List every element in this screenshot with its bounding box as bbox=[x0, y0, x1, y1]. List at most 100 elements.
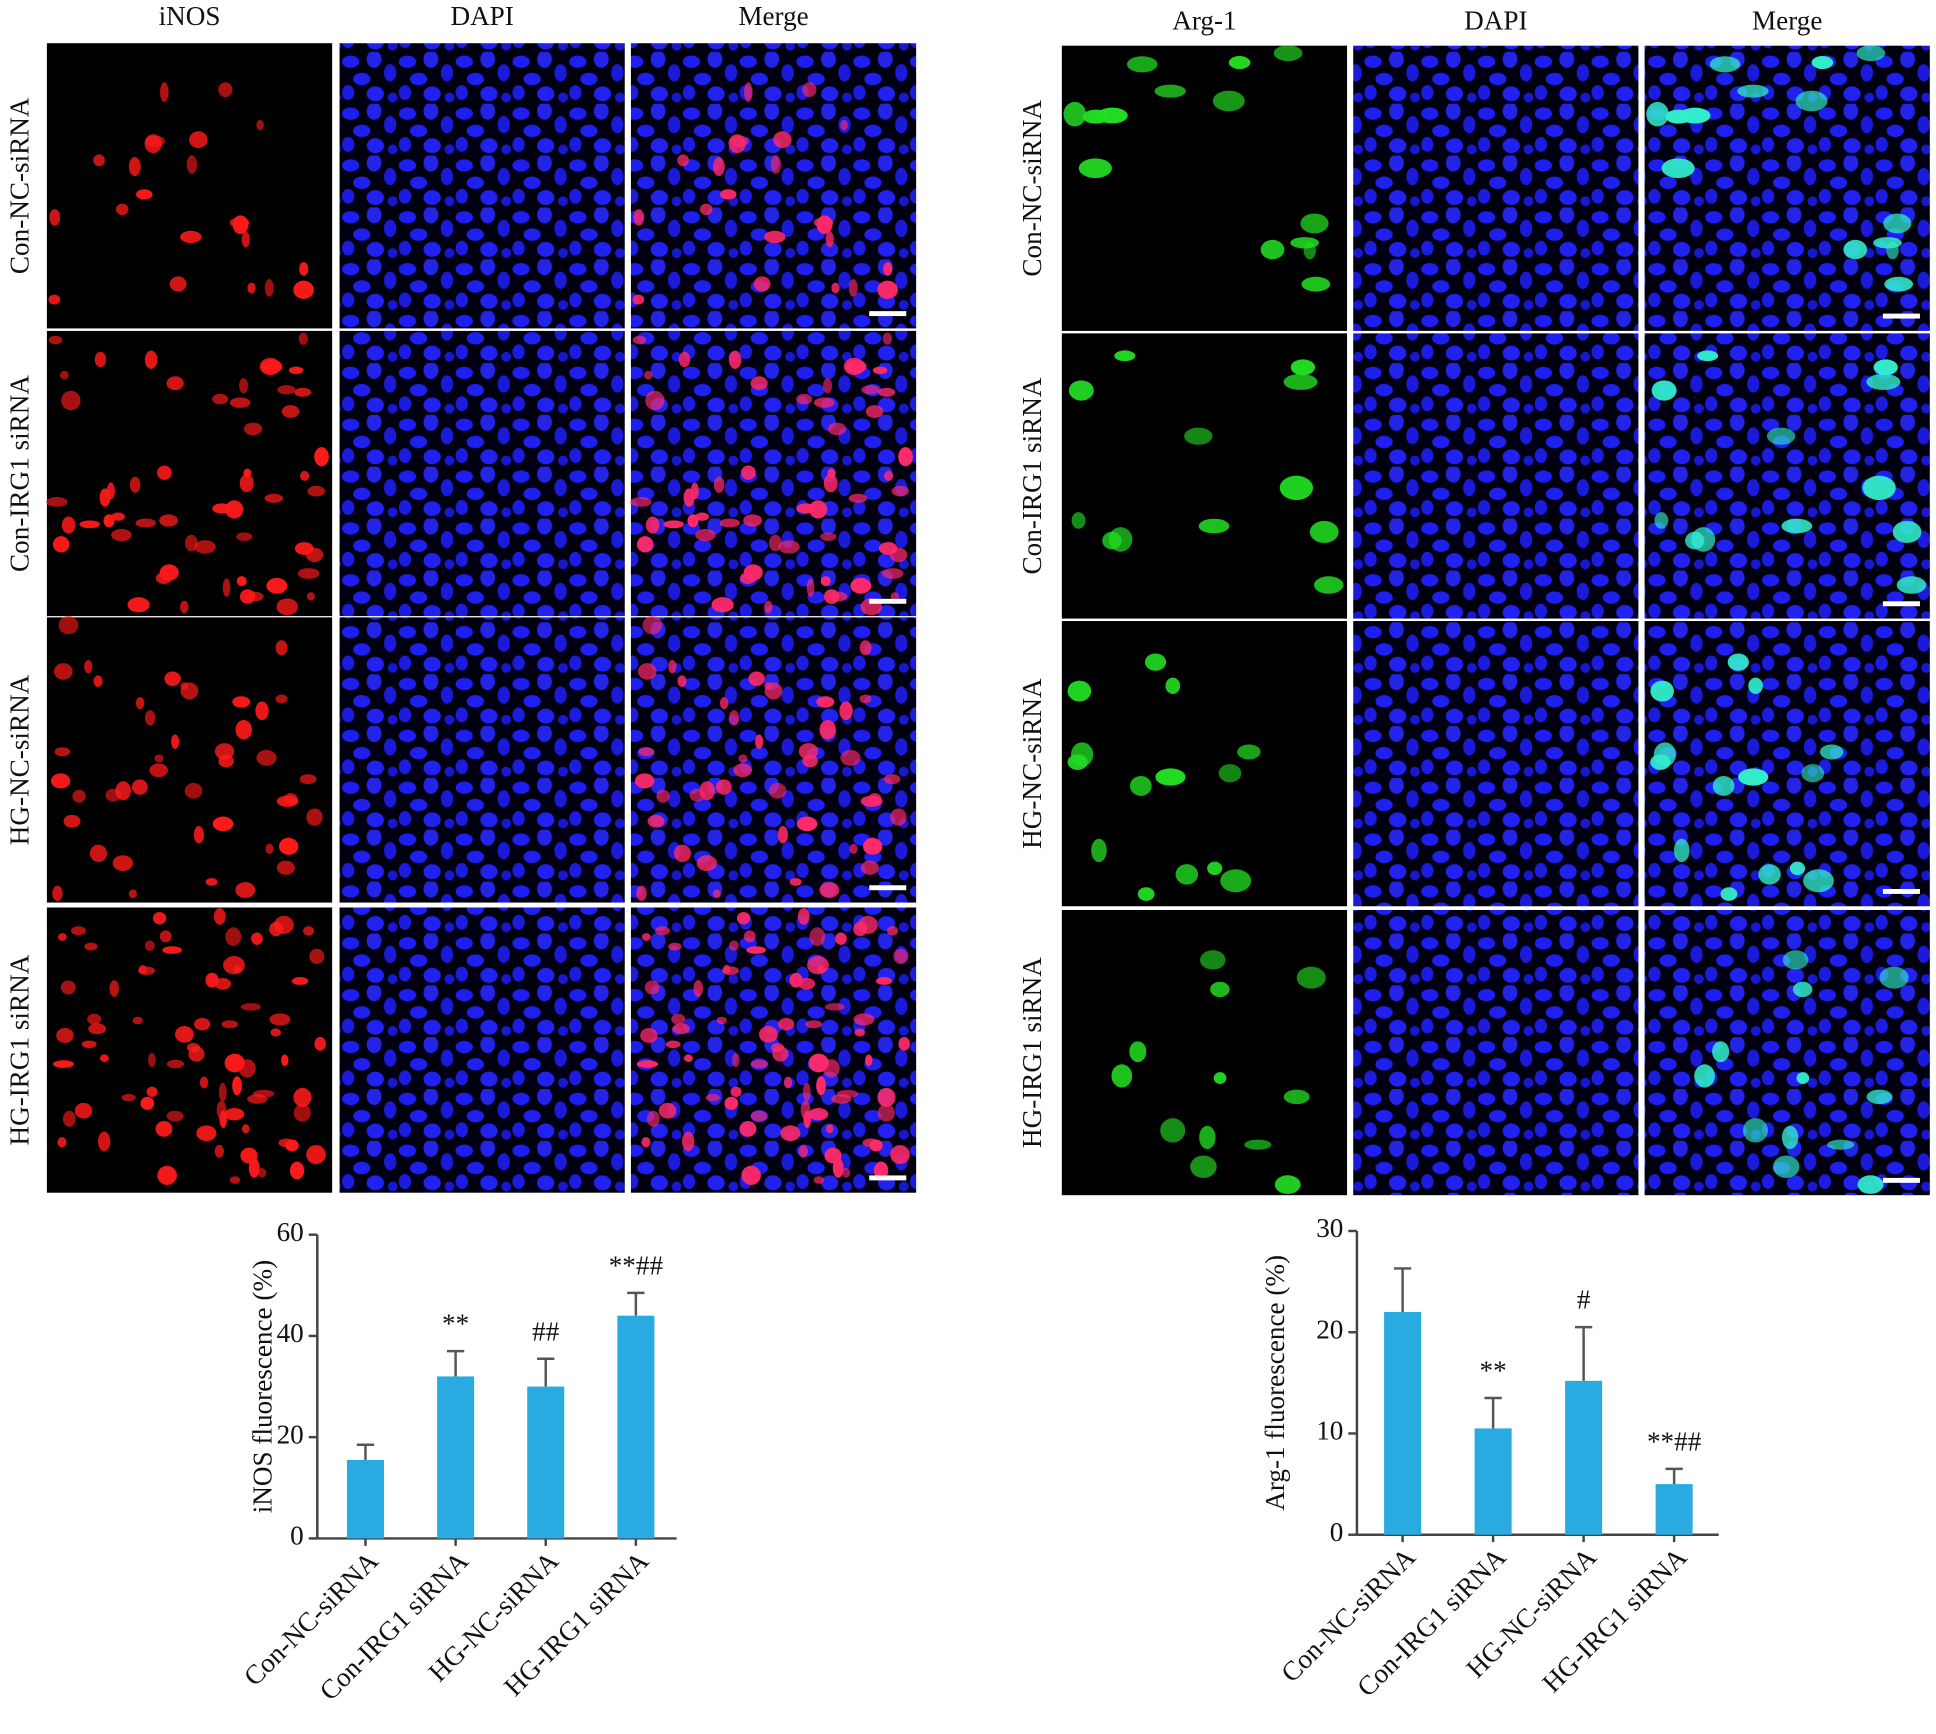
merge-spot bbox=[802, 82, 817, 97]
scale-bar bbox=[1882, 1177, 1920, 1183]
merge-spot bbox=[898, 1036, 910, 1051]
merge-spot bbox=[805, 1020, 823, 1029]
merge-spot bbox=[748, 671, 765, 687]
stain-spot bbox=[196, 1125, 217, 1142]
stain-spot bbox=[212, 393, 229, 405]
stain-spot bbox=[1207, 861, 1223, 876]
stain-spot bbox=[1296, 966, 1326, 989]
merge-spot bbox=[780, 1125, 801, 1142]
y-tick-label: 0 bbox=[290, 1521, 304, 1551]
merge-spot bbox=[877, 1087, 896, 1107]
stain-spot bbox=[1273, 45, 1303, 62]
stain-spot bbox=[205, 878, 218, 886]
merge-spot bbox=[713, 476, 725, 493]
merge-spot bbox=[839, 701, 853, 721]
stain-spot bbox=[306, 592, 315, 601]
merge-spot bbox=[1879, 966, 1909, 989]
stain-spot bbox=[111, 512, 125, 521]
merge-spot bbox=[789, 972, 803, 988]
merge-spot bbox=[711, 597, 734, 613]
stain-spot bbox=[1244, 1139, 1272, 1150]
merge-spot bbox=[796, 503, 816, 514]
stain-spot bbox=[1067, 680, 1092, 702]
merge-spot bbox=[808, 1107, 829, 1121]
stain-spot bbox=[257, 1167, 267, 1178]
merge-spot bbox=[887, 926, 899, 936]
stain-spot bbox=[189, 131, 208, 149]
merge-spot bbox=[768, 534, 782, 552]
stain-spot bbox=[152, 911, 167, 925]
stain-spot bbox=[194, 1017, 211, 1031]
merge-spot bbox=[743, 514, 763, 527]
stain-spot bbox=[212, 816, 234, 832]
merge-spot bbox=[796, 393, 813, 405]
merge-spot bbox=[681, 1131, 695, 1152]
row-label: Con-NC-siRNA bbox=[1017, 100, 1047, 277]
merge-spot bbox=[695, 528, 716, 542]
merge-spot bbox=[1866, 1089, 1893, 1105]
stain-spot bbox=[1071, 512, 1086, 529]
merge-spot bbox=[872, 366, 888, 375]
merge-spot bbox=[883, 774, 901, 785]
merge-spot bbox=[857, 915, 878, 934]
merge-spot bbox=[1737, 84, 1769, 98]
stain-spot bbox=[174, 1026, 194, 1043]
channel-image bbox=[46, 617, 333, 903]
merge-spot bbox=[773, 131, 792, 149]
merge-spot bbox=[890, 592, 899, 601]
stain-spot bbox=[223, 956, 245, 975]
merge-spot bbox=[728, 134, 746, 154]
stain-spot bbox=[52, 1060, 75, 1068]
scale-bar bbox=[869, 1175, 907, 1181]
stain-spot bbox=[48, 294, 61, 305]
stain-spot bbox=[103, 514, 115, 528]
stain-spot bbox=[171, 734, 180, 749]
stain-spot bbox=[1198, 518, 1230, 534]
merge-spot bbox=[632, 335, 647, 345]
merge-spot bbox=[836, 1089, 859, 1098]
stain-spot bbox=[60, 980, 76, 995]
stain-spot bbox=[305, 547, 324, 563]
channel-image bbox=[46, 43, 333, 329]
stain-spot bbox=[57, 933, 67, 941]
merge-spot bbox=[1650, 680, 1674, 702]
stain-spot bbox=[52, 536, 70, 553]
stain-spot bbox=[270, 1028, 281, 1037]
merge-spot bbox=[1709, 56, 1741, 73]
stain-spot bbox=[1237, 744, 1261, 760]
bar bbox=[1565, 1380, 1603, 1535]
row-label: Con-IRG1 siRNA bbox=[1017, 377, 1047, 574]
merge-spot bbox=[678, 351, 691, 368]
merge-spot bbox=[712, 156, 725, 176]
y-tick-label: 60 bbox=[277, 1217, 304, 1247]
stain-spot bbox=[256, 749, 277, 766]
stain-spot bbox=[1301, 276, 1331, 292]
merge-spot bbox=[665, 1040, 681, 1049]
stain-spot bbox=[54, 663, 73, 680]
merge-spot bbox=[859, 640, 872, 656]
dapi-image bbox=[1353, 621, 1639, 907]
stain-spot bbox=[264, 493, 284, 503]
bar bbox=[617, 1315, 655, 1539]
stain-spot bbox=[281, 405, 300, 418]
merge-spot bbox=[889, 547, 908, 563]
merge-spot bbox=[883, 262, 893, 276]
merge-spot bbox=[1792, 981, 1813, 998]
dapi-image bbox=[339, 617, 625, 903]
stain-spot bbox=[275, 694, 288, 704]
merge-spot bbox=[724, 1096, 739, 1110]
stain-spot bbox=[265, 843, 274, 855]
stain-spot bbox=[309, 948, 325, 964]
stain-spot bbox=[314, 447, 329, 467]
stain-spot bbox=[180, 682, 199, 700]
merge-spot bbox=[825, 1124, 834, 1134]
merge-spot bbox=[1892, 520, 1922, 543]
merge-spot bbox=[1843, 239, 1868, 260]
merge-spot bbox=[809, 500, 828, 519]
merge-spot bbox=[840, 749, 861, 766]
merge-spot bbox=[816, 215, 833, 235]
stain-spot bbox=[221, 1020, 239, 1029]
stain-spot bbox=[164, 671, 181, 687]
stain-spot bbox=[184, 782, 203, 799]
merge-spot bbox=[831, 282, 840, 294]
